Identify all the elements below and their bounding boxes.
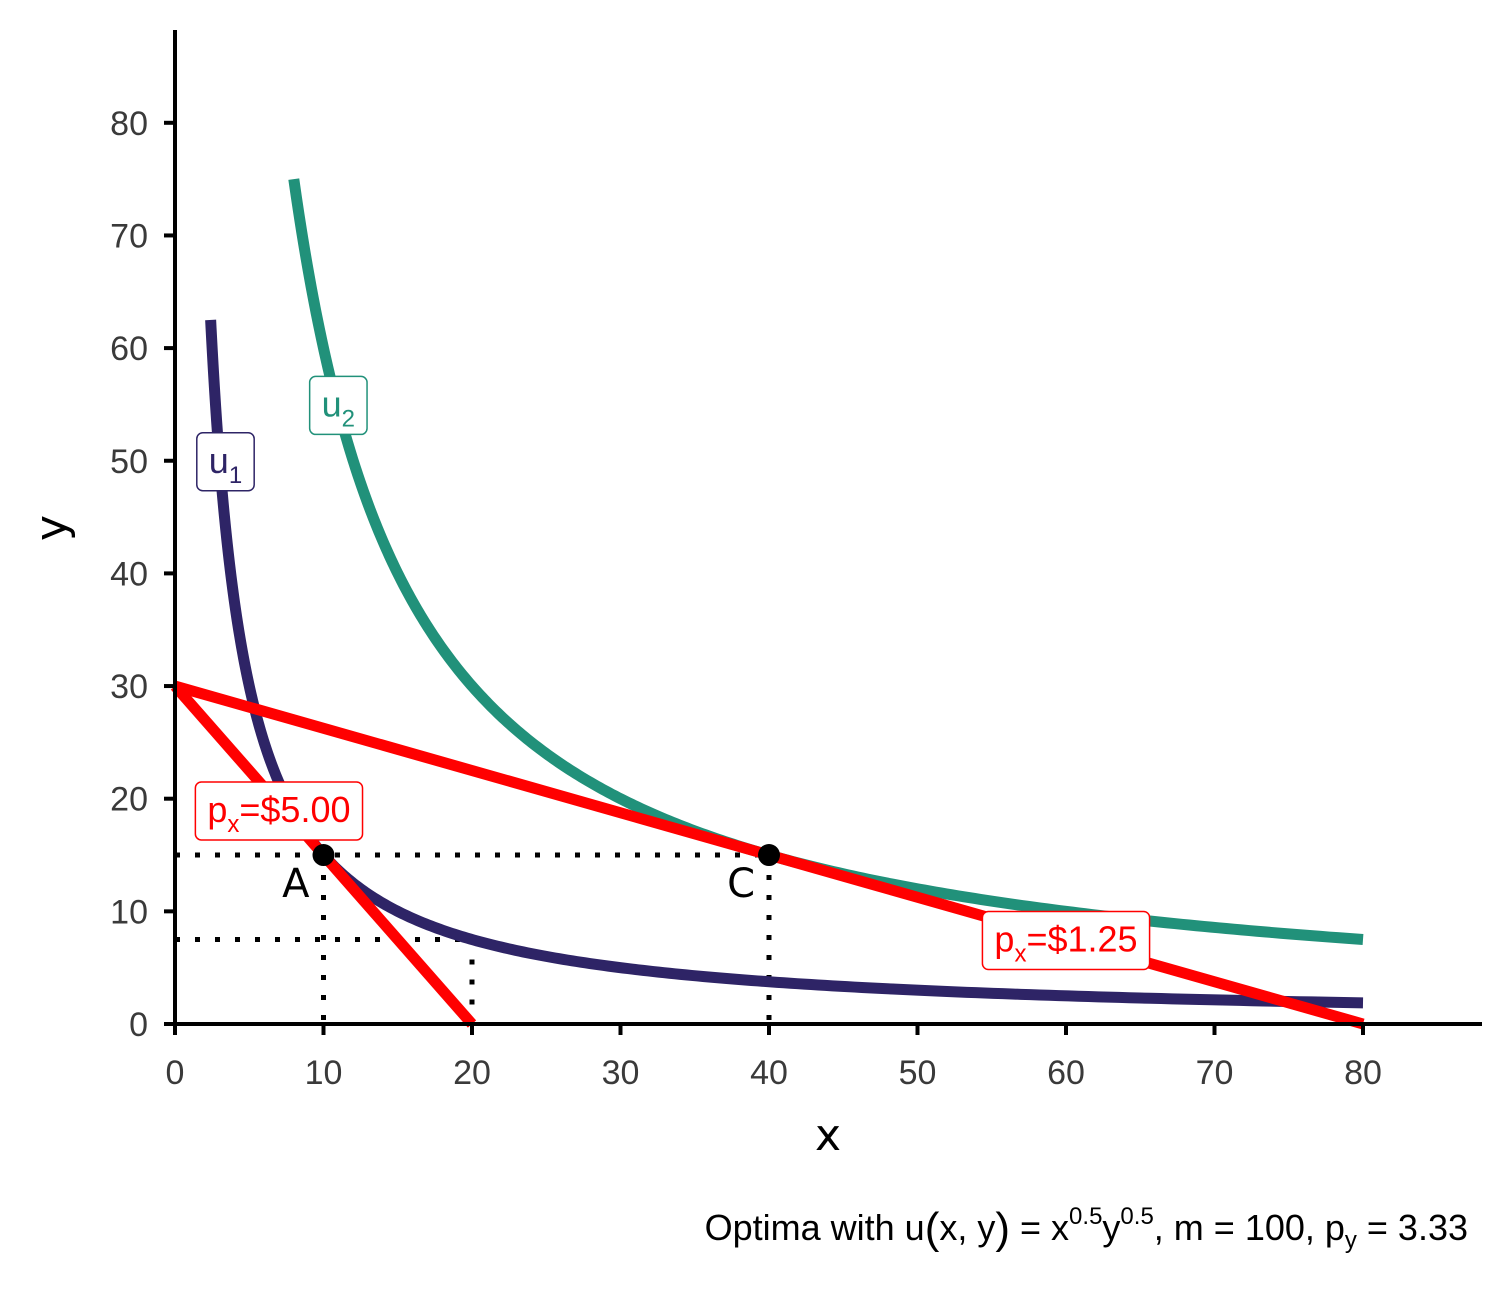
y-tick-label: 80 bbox=[110, 105, 148, 143]
chart-caption: Optima with u(x, y) = x0.5y0.5, m = 100,… bbox=[705, 1203, 1468, 1254]
y-tick-label: 40 bbox=[110, 555, 148, 593]
curve-labels: u1 u2 px=$5.00 px=$1.25 bbox=[194, 375, 1151, 971]
point-label-C: C bbox=[727, 861, 755, 907]
label-text: px=$5.00 bbox=[207, 789, 350, 838]
x-tick-label: 80 bbox=[1344, 1054, 1382, 1092]
y-tick-label: 70 bbox=[110, 217, 148, 255]
y-tick-label: 30 bbox=[110, 668, 148, 706]
budget-line-label-2: px=$1.25 bbox=[981, 910, 1151, 971]
label-box bbox=[194, 781, 364, 841]
y-tick-label: 0 bbox=[129, 1006, 148, 1044]
y-axis-title: y bbox=[26, 515, 77, 541]
point-C bbox=[758, 844, 780, 867]
x-tick-label: 50 bbox=[899, 1054, 937, 1092]
label-text: px=$1.25 bbox=[994, 919, 1137, 968]
indifference-curve-2 bbox=[288, 178, 1364, 945]
label-box bbox=[196, 432, 255, 492]
x-tick-label: 0 bbox=[166, 1054, 185, 1092]
x-tick-label: 70 bbox=[1196, 1054, 1234, 1092]
point-label-A: A bbox=[282, 861, 310, 907]
y-tick-label: 60 bbox=[110, 330, 148, 368]
guide-lines bbox=[175, 852, 772, 1024]
x-axis-title: x bbox=[815, 1110, 841, 1161]
indifference-curve-1 bbox=[205, 319, 1364, 1009]
label-text: u1 bbox=[209, 440, 242, 489]
budget-line-label-1: px=$5.00 bbox=[194, 781, 364, 841]
indifference-curves bbox=[205, 178, 1364, 1009]
label-text: u2 bbox=[322, 383, 355, 432]
x-tick-label: 30 bbox=[602, 1054, 640, 1092]
y-tick-label: 10 bbox=[110, 893, 148, 931]
x-tick-label: 60 bbox=[1047, 1054, 1085, 1092]
x-tick-label: 10 bbox=[305, 1054, 343, 1092]
y-tick-label: 50 bbox=[110, 443, 148, 481]
y-tick-label: 20 bbox=[110, 781, 148, 819]
label-box bbox=[981, 910, 1151, 971]
x-tick-label: 20 bbox=[453, 1054, 491, 1092]
indifference-curve-label-2: u2 bbox=[308, 375, 368, 436]
x-tick-label: 40 bbox=[750, 1054, 788, 1092]
point-A bbox=[312, 844, 335, 867]
axes: 0 10 20 30 40 50 60 70 80 0 10 20 30 40 50 60 70 80 bbox=[110, 30, 1482, 1092]
label-box bbox=[308, 375, 368, 436]
indifference-curve-label-1: u1 bbox=[196, 432, 255, 492]
